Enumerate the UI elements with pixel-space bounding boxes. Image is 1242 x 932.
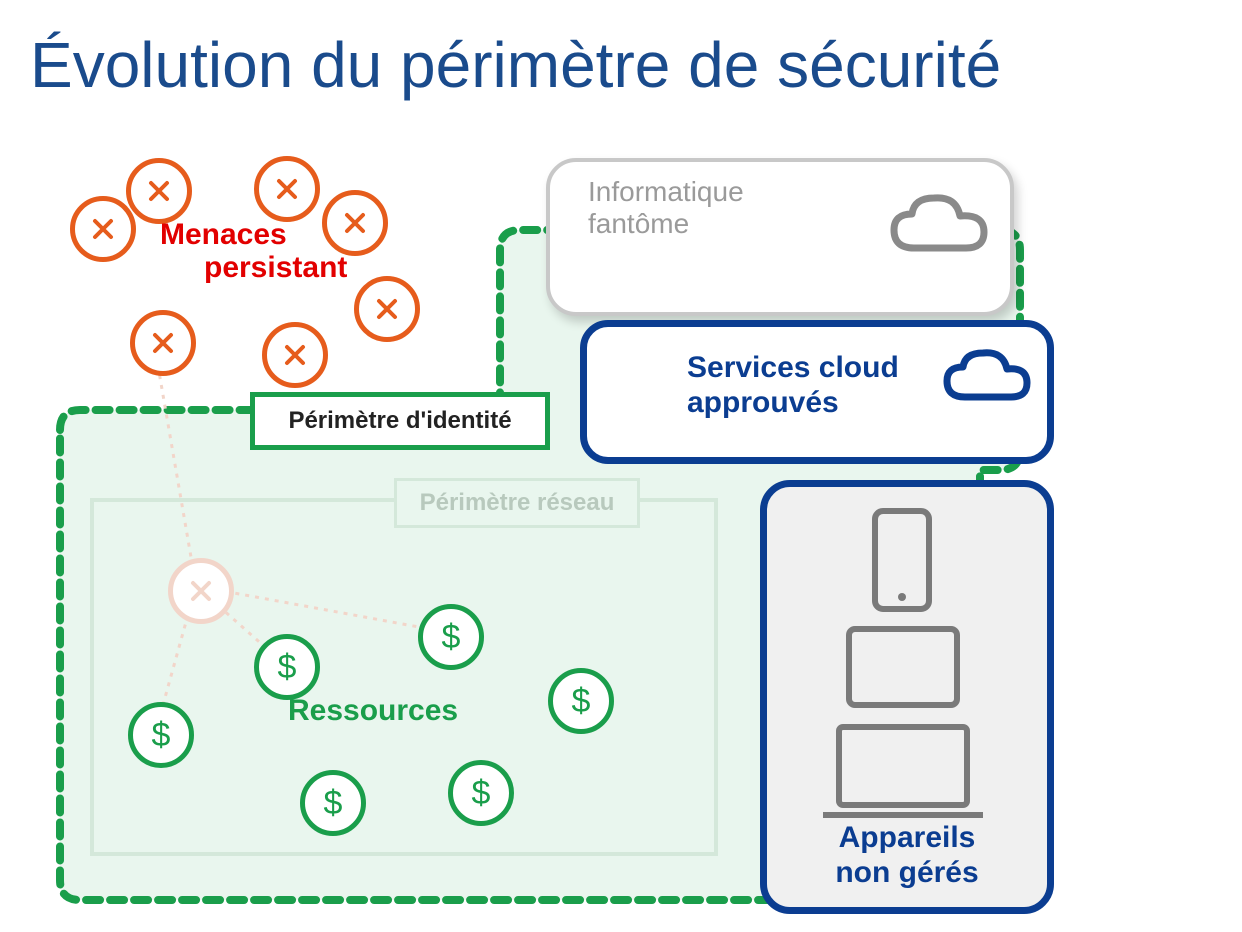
threat-icon [262,322,328,388]
phone-icon [869,507,935,613]
shadow-it-label-l2: fantôme [588,208,689,239]
resource-icon: $ [418,604,484,670]
unmanaged-label-l1: Appareils [839,821,976,854]
threat-icon [70,196,136,262]
unmanaged-devices-box: Appareils non gérés [760,480,1054,914]
unmanaged-devices-label: Appareils non gérés [767,821,1047,890]
cloud-icon [937,345,1037,411]
identity-perimeter-label-text: Périmètre d'identité [288,407,511,435]
network-perimeter-label: Périmètre réseau [394,478,640,528]
approved-cloud-label: Services cloud approuvés [687,351,899,420]
tablet-icon [843,623,963,711]
threat-icon [254,156,320,222]
page-title: Évolution du périmètre de sécurité [30,28,1001,102]
shadow-it-label-l1: Informatique [588,176,744,207]
shadow-it-label: Informatique fantôme [588,176,744,240]
resources-label: Ressources [288,694,458,728]
approved-cloud-label-l2: approuvés [687,386,839,419]
threat-icon [126,158,192,224]
shadow-it-box: Informatique fantôme [546,158,1014,316]
threat-faded-icon [168,558,234,624]
threats-label-l1: Menaces [160,218,287,251]
cloud-icon [884,190,994,264]
resource-icon: $ [128,702,194,768]
resource-icon: $ [448,760,514,826]
network-perimeter-label-text: Périmètre réseau [420,489,615,517]
threats-label-l2: persistant [160,251,347,284]
resource-icon: $ [254,634,320,700]
threats-label: Menaces persistant [160,218,347,284]
network-perimeter-box [90,498,718,856]
laptop-icon [817,721,989,823]
threat-icon [354,276,420,342]
approved-cloud-label-l1: Services cloud [687,351,899,384]
resource-icon: $ [548,668,614,734]
approved-cloud-box: Services cloud approuvés [580,320,1054,464]
resource-icon: $ [300,770,366,836]
threat-icon [130,310,196,376]
unmanaged-label-l2: non gérés [835,856,978,889]
identity-perimeter-label: Périmètre d'identité [250,392,550,450]
